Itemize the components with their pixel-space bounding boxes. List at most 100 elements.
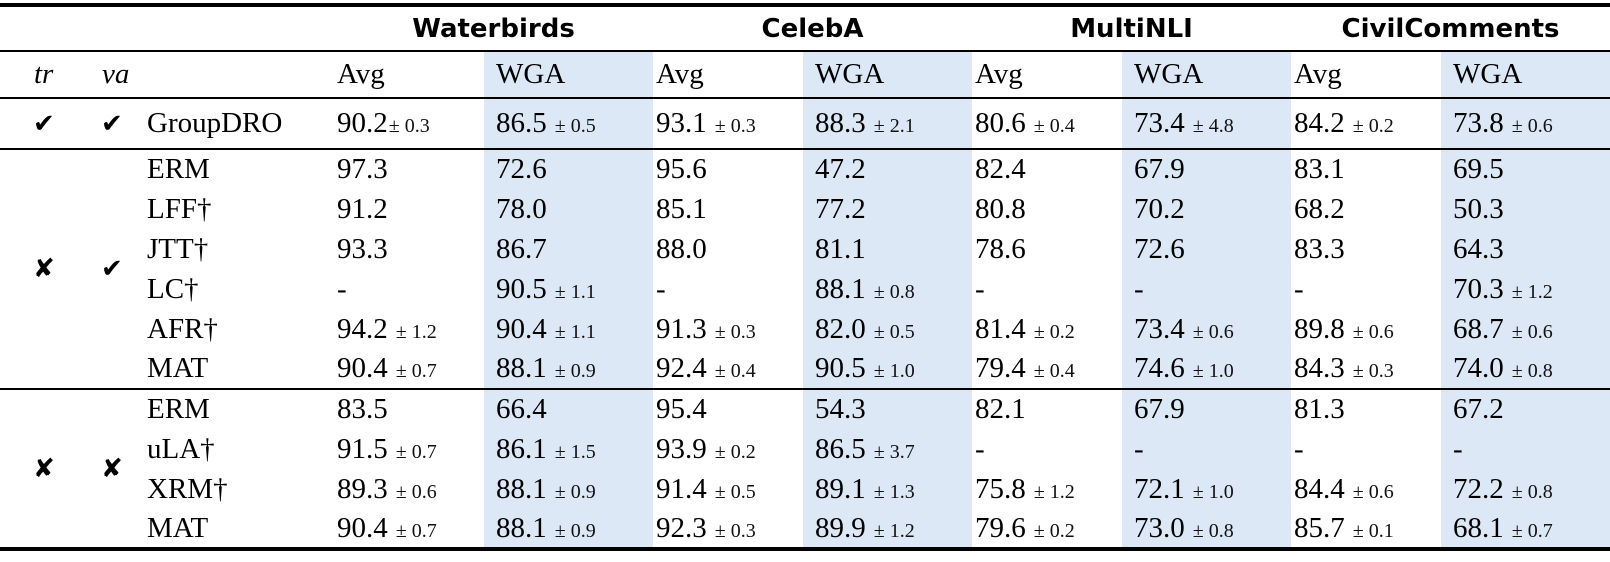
- cell-value: 90.5: [496, 272, 547, 305]
- wga-value-cell: 88.3 ± 2.1: [803, 98, 972, 149]
- cell-stderr: ± 0.2: [1033, 519, 1075, 542]
- section-3: ✘ ✘ ERM 83.5 66.4 95.4 54.3 82.1 67.9 81.3 67.2 uLA…: [0, 389, 1610, 549]
- cell-value: 90.4: [496, 312, 547, 345]
- cell-stderr: ± 1.2: [873, 519, 915, 542]
- wga-value-cell: 69.5: [1441, 149, 1610, 189]
- cell-value: 68.2: [1294, 192, 1345, 225]
- col-header-wga: WGA: [803, 51, 972, 98]
- table-row: JTT† 93.3 86.7 88.0 81.1 78.6 72.6 83.3 64.3: [0, 229, 1610, 269]
- method-label: ERM: [147, 393, 210, 425]
- cell-stderr: ± 0.6: [1511, 115, 1553, 137]
- cell-value: 93.3: [337, 232, 388, 265]
- section-1: ✔ ✔ GroupDRO 90.2± 0.3 86.5 ± 0.5 93.1 ± 0.3 88.…: [0, 98, 1610, 149]
- table-header: Waterbirds CelebA MultiNLI CivilComments tr v…: [0, 5, 1610, 98]
- dataset-header-civilcomments: CivilComments: [1341, 13, 1560, 44]
- table-row: ✘ ✘ ERM 83.5 66.4 95.4 54.3 82.1 67.9 81.3 67.2: [0, 389, 1610, 482]
- wga-value-cell: 90.5 ± 1.1: [484, 269, 653, 309]
- col-header-avg: Avg: [975, 58, 1023, 90]
- results-table: Waterbirds CelebA MultiNLI CivilComments tr v…: [0, 3, 1610, 551]
- avg-value-cell: 80.6 ± 0.4: [972, 98, 1122, 149]
- cell-stderr: ± 1.1: [554, 320, 596, 343]
- wga-value-cell: 74.0 ± 0.8: [1441, 349, 1610, 389]
- cell-value: 64.3: [1453, 232, 1504, 265]
- cell-value: 93.1: [656, 107, 707, 139]
- cell-value: 72.2: [1453, 472, 1504, 505]
- cell-value: 95.6: [656, 153, 707, 185]
- cell-value: 77.2: [815, 192, 866, 225]
- cell-value: 79.6: [975, 511, 1026, 544]
- method-label: MAT: [147, 352, 209, 384]
- cell-value: 88.0: [656, 232, 707, 265]
- check-icon: ✔: [101, 254, 123, 284]
- cell-stderr: ± 0.7: [395, 519, 437, 542]
- cell-value: 90.4: [337, 511, 388, 544]
- wga-value-cell: 88.1 ± 0.8: [803, 269, 972, 309]
- col-header-avg: Avg: [337, 58, 385, 90]
- cell-value: 84.3: [1294, 352, 1345, 384]
- avg-value-cell: -: [1291, 429, 1441, 469]
- cell-stderr: ± 0.7: [395, 360, 437, 382]
- avg-value-cell: 80.8: [972, 189, 1122, 229]
- table-row: AFR† 94.2 ± 1.2 90.4 ± 1.1 91.3 ± 0.3 82.0 ± 0.5…: [0, 309, 1610, 349]
- avg-value-cell: 90.4 ± 0.7: [334, 349, 484, 389]
- cell-value: 88.3: [815, 107, 866, 139]
- wga-value-cell: -: [1122, 429, 1292, 469]
- wga-value-cell: 66.4: [484, 389, 653, 429]
- wga-value-cell: 72.2 ± 0.8: [1441, 469, 1610, 509]
- cell-stderr: ± 0.4: [714, 360, 756, 382]
- cell-stderr: ± 0.1: [1352, 519, 1394, 542]
- cell-value: 78.0: [496, 192, 547, 225]
- avg-value-cell: 92.3 ± 0.3: [653, 509, 803, 549]
- method-label: LFF†: [147, 192, 212, 225]
- wga-value-cell: 72.6: [1122, 229, 1292, 269]
- cell-stderr: ± 1.0: [1192, 360, 1234, 382]
- cell-value: 88.1: [496, 472, 547, 505]
- cell-value: 72.6: [496, 153, 547, 185]
- cell-value: 67.9: [1134, 393, 1185, 425]
- table-row: ✔ ✔ GroupDRO 90.2± 0.3 86.5 ± 0.5 93.1 ± 0.3 88.…: [0, 98, 1610, 149]
- cell-value: 84.4: [1294, 472, 1345, 505]
- avg-value-cell: 95.4: [653, 389, 803, 429]
- cell-value: 91.5: [337, 432, 388, 465]
- cell-stderr: ± 0.2: [714, 440, 756, 463]
- cell-stderr: ± 1.2: [1511, 280, 1553, 303]
- cell-stderr: ± 2.1: [873, 115, 915, 137]
- cell-value: -: [975, 432, 985, 465]
- table-row: LC† - 90.5 ± 1.1 - 88.1 ± 0.8 - - - 70.3 ± 1.2: [0, 269, 1610, 309]
- cell-value: 92.3: [656, 511, 707, 544]
- header-row-datasets: Waterbirds CelebA MultiNLI CivilComments: [0, 5, 1610, 51]
- cell-value: 94.2: [337, 312, 388, 345]
- dataset-header-celeba: CelebA: [761, 13, 864, 44]
- cell-value: 74.0: [1453, 352, 1504, 384]
- table-row: LFF† 91.2 78.0 85.1 77.2 80.8 70.2 68.2 50.3: [0, 189, 1610, 229]
- cell-stderr: ± 0.2: [1033, 320, 1075, 343]
- cell-value: 86.5: [815, 432, 866, 465]
- wga-value-cell: 47.2: [803, 149, 972, 189]
- cell-value: 73.4: [1134, 312, 1185, 345]
- cell-value: 79.4: [975, 352, 1026, 384]
- wga-value-cell: 88.1 ± 0.9: [484, 509, 653, 549]
- cell-stderr: ± 0.8: [1511, 360, 1553, 382]
- avg-value-cell: 84.2 ± 0.2: [1291, 98, 1441, 149]
- cell-stderr: ± 0.9: [554, 519, 596, 542]
- cell-value: 73.8: [1453, 107, 1504, 139]
- cell-stderr: ± 1.2: [395, 320, 437, 343]
- cell-value: -: [1453, 432, 1463, 465]
- wga-value-cell: -: [1122, 269, 1292, 309]
- cell-value: 82.4: [975, 153, 1026, 185]
- cell-value: 72.1: [1134, 472, 1185, 505]
- avg-value-cell: -: [1291, 269, 1441, 309]
- cell-value: 67.2: [1453, 393, 1504, 425]
- cell-stderr: ± 1.2: [1033, 480, 1075, 503]
- table-row: MAT 90.4 ± 0.7 88.1 ± 0.9 92.4 ± 0.4 90.5 ± 1.0 7…: [0, 349, 1610, 389]
- avg-value-cell: 91.5 ± 0.7: [334, 429, 484, 469]
- cell-stderr: ± 0.3: [714, 320, 756, 343]
- method-label: AFR†: [147, 312, 218, 345]
- avg-value-cell: 91.3 ± 0.3: [653, 309, 803, 349]
- avg-value-cell: 78.6: [972, 229, 1122, 269]
- cell-value: 47.2: [815, 153, 866, 185]
- avg-value-cell: -: [653, 269, 803, 309]
- avg-value-cell: 83.5: [334, 389, 484, 429]
- wga-value-cell: 64.3: [1441, 229, 1610, 269]
- cell-value: 66.4: [496, 393, 547, 425]
